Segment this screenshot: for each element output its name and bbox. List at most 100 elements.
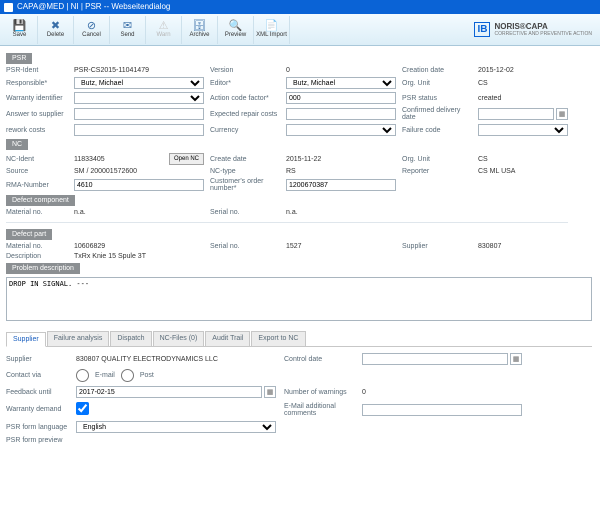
lbl-num-warnings: Number of warnings [284, 389, 354, 396]
email-comments-input[interactable] [362, 404, 522, 416]
lbl-rework-costs: rework costs [6, 127, 68, 134]
calendar-icon[interactable]: ▦ [510, 353, 522, 365]
brand-logo: IB [474, 22, 490, 37]
val-reporter: CS ML USA [478, 168, 568, 175]
nc-grid: NC-Ident 11833405Open NC Create date 201… [6, 153, 592, 192]
tab-audit-trail[interactable]: Audit Trail [205, 331, 250, 346]
cancel-icon: ⊘ [87, 21, 96, 32]
warranty-id-select[interactable] [74, 92, 204, 104]
lbl-nc-org-unit: Org. Unit [402, 156, 472, 163]
tab-failure-analysis[interactable]: Failure analysis [47, 331, 110, 346]
val-psr-status: created [478, 95, 568, 102]
control-date-input[interactable] [362, 353, 508, 365]
calendar-icon[interactable]: ▦ [264, 386, 276, 398]
feedback-until-input[interactable] [76, 386, 262, 398]
supplier-tab-content: Supplier 830807 QUALITY ELECTRODYNAMICS … [6, 353, 592, 444]
lbl-reporter: Reporter [402, 168, 472, 175]
toolbar: 💾Save ✖Delete ⊘Cancel ✉Send ⚠Warn 🗄Archi… [0, 14, 600, 46]
problem-textarea[interactable]: DROP IN SIGNAL. --- [6, 277, 592, 321]
defcomp-grid: Material no. n.a. Serial no. n.a. [6, 209, 592, 226]
lbl-expected-repair: Expected repair costs [210, 111, 280, 118]
lbl-confirmed-delivery: Confirmed delivery date [402, 107, 472, 121]
lbl-psr-preview: PSR form preview [6, 437, 68, 444]
psr-lang-select[interactable]: English [76, 421, 276, 433]
contact-email-radio[interactable] [76, 369, 89, 382]
lbl-dp-supplier: Supplier [402, 243, 472, 250]
lbl-dp-serial: Serial no. [210, 243, 280, 250]
lbl-responsible: Responsible* [6, 80, 68, 87]
lbl-dc-material: Material no. [6, 209, 68, 216]
tab-dispatch[interactable]: Dispatch [110, 331, 151, 346]
tab-nc-files[interactable]: NC-Files (0) [153, 331, 205, 346]
warranty-demand-checkbox[interactable] [76, 402, 89, 415]
currency-select[interactable] [286, 124, 396, 136]
lbl-s-supplier: Supplier [6, 356, 68, 363]
tab-export-nc[interactable]: Export to NC [251, 331, 305, 346]
failure-code-select[interactable] [478, 124, 568, 136]
delete-button[interactable]: ✖Delete [38, 16, 74, 44]
answer-supplier-input[interactable] [74, 108, 204, 120]
nc-heading: NC [6, 139, 28, 150]
lbl-email-comments: E-Mail additional comments [284, 403, 354, 417]
lbl-version: Version [210, 67, 280, 74]
val-dc-material: n.a. [74, 209, 204, 216]
send-icon: ✉ [123, 21, 132, 32]
lbl-psr-lang: PSR form language [6, 424, 68, 431]
cust-order-input[interactable] [286, 179, 396, 191]
xml-import-button[interactable]: 📄XML Import [254, 16, 290, 44]
val-nctype: RS [286, 168, 396, 175]
val-source: SM / 200001572600 [74, 168, 204, 175]
lbl-currency: Currency [210, 127, 280, 134]
lbl-ncident: NC-Ident [6, 156, 68, 163]
send-button[interactable]: ✉Send [110, 16, 146, 44]
archive-icon: 🗄 [193, 21, 207, 32]
val-psrident: PSR-CS2015-11041479 [74, 67, 204, 74]
defpart-heading: Defect part [6, 229, 52, 240]
val-s-supplier: 830807 QUALITY ELECTRODYNAMICS LLC [76, 356, 276, 363]
save-button[interactable]: 💾Save [2, 16, 38, 44]
action-code-input[interactable] [286, 92, 396, 104]
app-icon [4, 3, 13, 12]
cancel-button[interactable]: ⊘Cancel [74, 16, 110, 44]
expected-repair-input[interactable] [286, 108, 396, 120]
lbl-nctype: NC-type [210, 168, 280, 175]
tabs: Supplier Failure analysis Dispatch NC-Fi… [6, 331, 592, 347]
val-creation-date: 2015-12-02 [478, 67, 568, 74]
preview-button[interactable]: 🔍Preview [218, 16, 254, 44]
rework-costs-input[interactable] [74, 124, 204, 136]
lbl-warranty-id: Warranty identifier [6, 95, 68, 102]
lbl-control-date: Control date [284, 356, 354, 363]
lbl-source: Source [6, 168, 68, 175]
lbl-creation-date: Creation date [402, 67, 472, 74]
lbl-contact-via: Contact via [6, 372, 68, 379]
lbl-create-date: Create date [210, 156, 280, 163]
val-num-warnings: 0 [362, 389, 522, 396]
editor-select[interactable]: Butz, Michael [286, 77, 396, 89]
tab-supplier[interactable]: Supplier [6, 332, 46, 347]
lbl-answer-supplier: Answer to supplier [6, 111, 68, 118]
defcomp-heading: Defect component [6, 195, 75, 206]
calendar-icon[interactable]: ▦ [556, 108, 568, 120]
archive-button[interactable]: 🗄Archive [182, 16, 218, 44]
responsible-select[interactable]: Butz, Michael [74, 77, 204, 89]
xml-import-icon: 📄 [265, 21, 279, 32]
warn-icon: ⚠ [159, 21, 169, 32]
lbl-psrident: PSR-Ident [6, 67, 68, 74]
lbl-dp-description: Description [6, 253, 68, 260]
lbl-failure-code: Failure code [402, 127, 472, 134]
content-scroll[interactable]: PSR PSR-Ident PSR-CS2015-11041479 Versio… [0, 46, 600, 523]
open-nc-button[interactable]: Open NC [169, 153, 204, 165]
warn-button: ⚠Warn [146, 16, 182, 44]
brand-name: NORIS®CAPA [494, 22, 547, 31]
val-dp-description: TxRx Knie 15 Spule 3T [74, 253, 204, 260]
val-version: 0 [286, 67, 396, 74]
rma-input[interactable] [74, 179, 204, 191]
brand-subtitle: CORRECTIVE AND PREVENTIVE ACTION [494, 31, 592, 37]
val-nc-org-unit: CS [478, 156, 568, 163]
confirmed-delivery-input[interactable] [478, 108, 554, 120]
contact-post-radio[interactable] [121, 369, 134, 382]
contact-via-group: E-mail Post [76, 369, 276, 382]
val-dc-serial: n.a. [286, 209, 396, 216]
val-dp-serial: 1527 [286, 243, 396, 250]
delete-icon: ✖ [51, 21, 60, 32]
